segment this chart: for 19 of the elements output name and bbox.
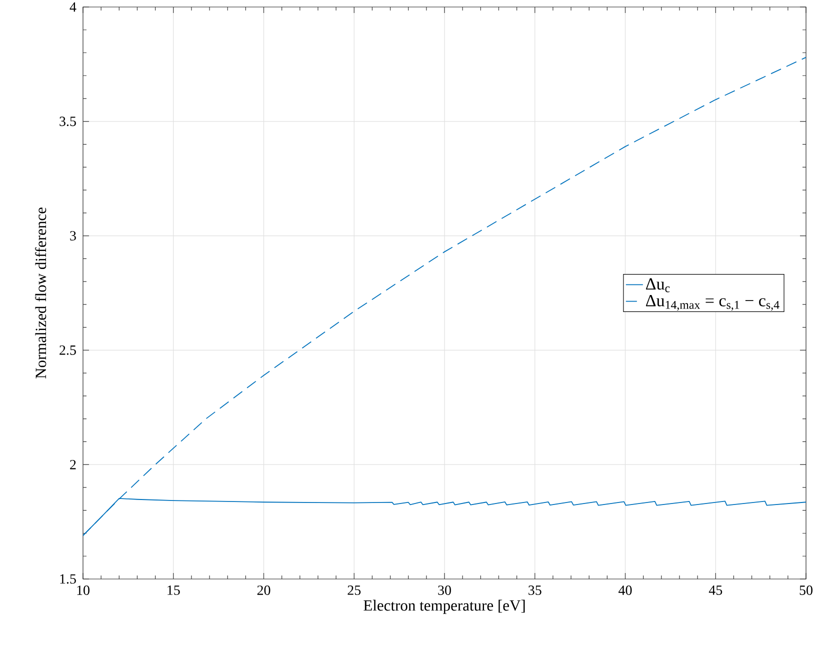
x-tick-label: 10 <box>77 586 90 595</box>
x-tick-label: 50 <box>800 586 812 595</box>
y-tick-label: 4 <box>70 2 76 12</box>
x-tick-label: 15 <box>168 586 180 595</box>
x-tick-label: 40 <box>618 586 632 595</box>
y-tick-label: 1.5 <box>60 574 76 584</box>
x-tick-label: 35 <box>528 586 542 595</box>
x-tick-label: 20 <box>257 586 270 595</box>
legend-label: Δu$_{14,max}$ = c$_{s,1}$ − c$_{s,4}$ <box>646 294 780 311</box>
y-tick-label: 2.5 <box>60 345 76 355</box>
y-tick-label: 3 <box>70 231 76 241</box>
y-tick-label: 3.5 <box>60 116 76 126</box>
y-axis-title: Normalized flow difference <box>35 208 46 378</box>
x-tick-label: 25 <box>348 586 361 595</box>
x-tick-label: 30 <box>438 586 451 595</box>
y-tick-label: 2 <box>70 460 76 470</box>
x-tick-label: 45 <box>708 586 722 595</box>
legend-label: Δu$_{c}$ <box>646 278 670 292</box>
x-axis-title: Electron temperature [eV] <box>364 600 525 614</box>
